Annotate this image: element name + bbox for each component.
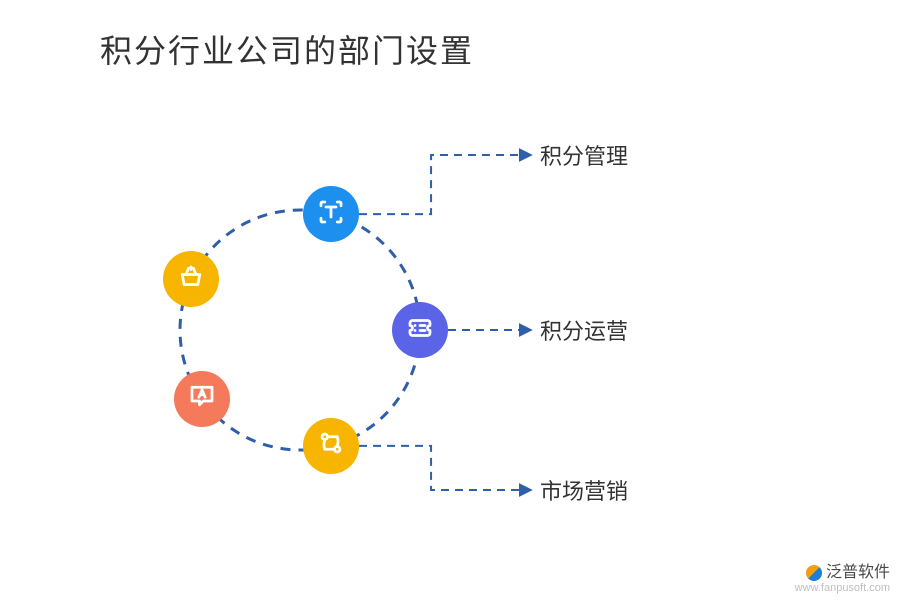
- node-left1: [174, 371, 230, 427]
- label-top: 积分管理: [540, 139, 628, 171]
- watermark-brand: 泛普软件: [826, 564, 890, 582]
- label-bottom: 市场营销: [540, 474, 628, 506]
- node-top: [303, 186, 359, 242]
- label-right: 积分运营: [540, 314, 628, 346]
- node-right: [392, 302, 448, 358]
- chat-a-icon: [187, 381, 217, 416]
- watermark-logo-icon: [806, 565, 822, 581]
- node-bottom: [303, 418, 359, 474]
- node-left2: [163, 251, 219, 307]
- ticket-icon: [405, 313, 435, 348]
- scan-text-icon: [316, 197, 346, 232]
- transfer-icon: [316, 428, 346, 463]
- basket-icon: [176, 262, 206, 297]
- watermark-url: www.fanpusoft.com: [795, 582, 890, 594]
- watermark: 泛普软件 www.fanpusoft.com: [795, 564, 890, 594]
- diagram-svg: [0, 0, 900, 600]
